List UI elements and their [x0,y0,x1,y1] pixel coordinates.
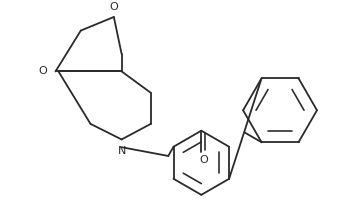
Text: N: N [118,146,126,156]
Text: O: O [38,66,47,76]
Text: O: O [109,2,118,12]
Text: O: O [199,155,208,165]
